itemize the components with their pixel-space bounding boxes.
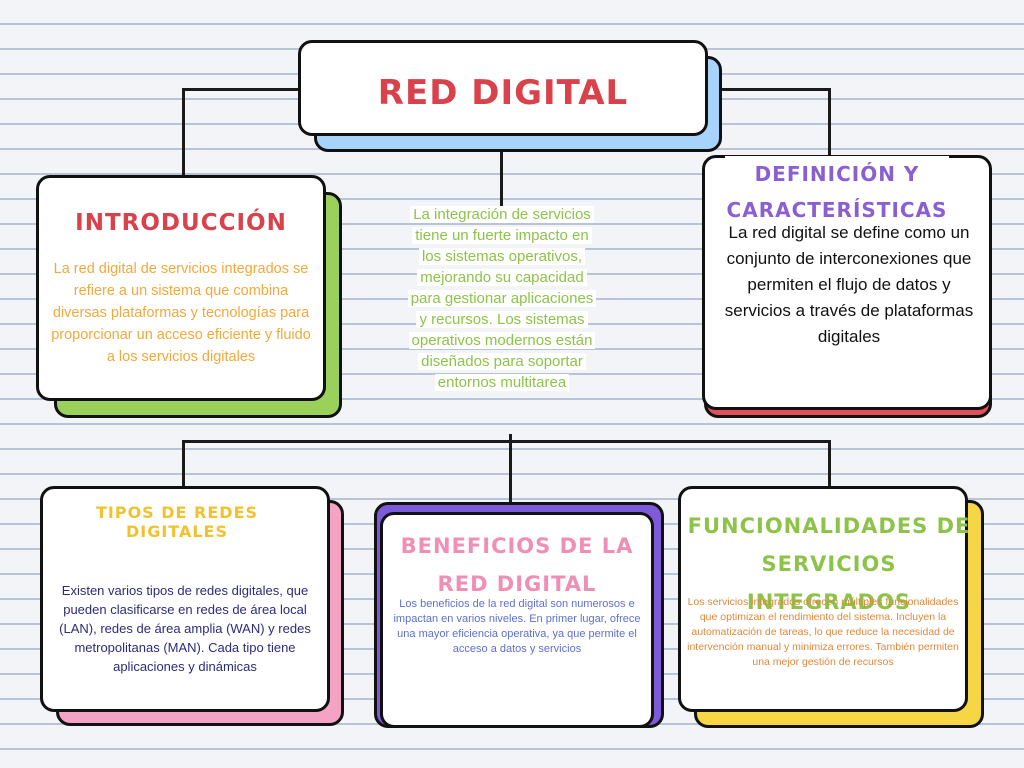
connector-top-left-horizontal: [182, 88, 302, 91]
intro-text: La red digital de servicios integrados s…: [51, 261, 311, 365]
benefits-heading: BENEFICIOS DE LA RED DIGITAL: [400, 534, 634, 596]
connector-top-left-vertical: [182, 88, 185, 180]
features-heading: FUNCIONALIDADES DE SERVICIOS INTEGRADOS: [687, 514, 971, 614]
definition-box: DEFINICIÓN Y CARACTERÍSTICAS La red digi…: [702, 155, 992, 410]
connector-top-right-horizontal: [718, 88, 830, 91]
intro-box: INTRODUCCIÓN La red digital de servicios…: [36, 175, 326, 401]
definition-text: La red digital se define como un conjunt…: [724, 223, 974, 346]
center-note: La integración de servicios tiene un fue…: [406, 204, 598, 393]
types-box: TIPOS DE REDES DIGITALES Existen varios …: [40, 486, 330, 712]
intro-heading: INTRODUCCIÓN: [75, 210, 287, 236]
benefits-box: BENEFICIOS DE LA RED DIGITAL Los benefic…: [380, 512, 654, 728]
title-box: RED DIGITAL: [298, 40, 708, 136]
page-title: RED DIGITAL: [377, 73, 629, 113]
features-text: Los servicios integrados ofrecen múltipl…: [687, 596, 959, 668]
connector-bottom-horizontal: [182, 440, 830, 443]
connector-bottom-right-vertical: [828, 440, 831, 490]
types-heading: TIPOS DE REDES DIGITALES: [95, 503, 259, 541]
connector-top-right-vertical: [828, 88, 831, 158]
types-text: Existen varios tipos de redes digitales,…: [59, 583, 311, 674]
connector-center-vertical-top: [500, 150, 503, 208]
connector-bottom-left-vertical: [182, 440, 185, 490]
connector-center-vertical-bottom: [509, 434, 512, 502]
benefits-text: Los beneficios de la red digital son num…: [393, 598, 641, 655]
definition-heading: DEFINICIÓN Y CARACTERÍSTICAS: [725, 156, 949, 228]
features-box: FUNCIONALIDADES DE SERVICIOS INTEGRADOS …: [678, 486, 969, 712]
